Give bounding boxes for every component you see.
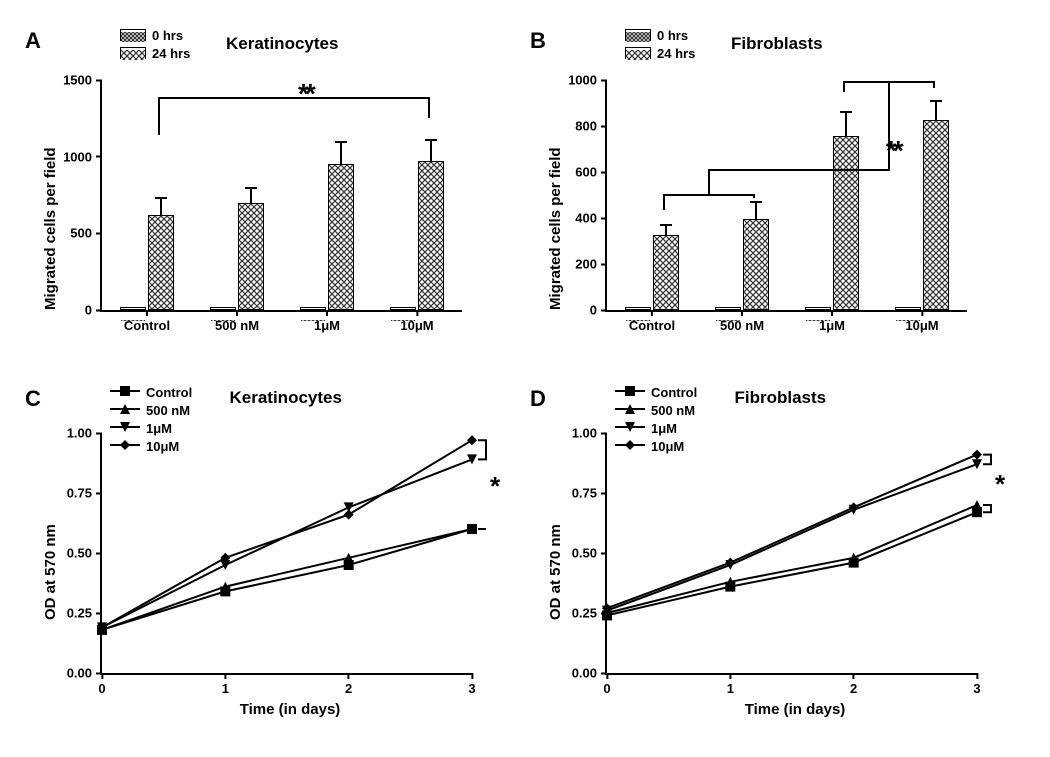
legend-label: 24 hrs <box>657 46 695 61</box>
y-tick: 1000 <box>568 73 607 88</box>
panel-C: CKeratinocytesControl500 nM1μM10μMOD at … <box>20 378 525 736</box>
y-tick: 200 <box>575 257 607 272</box>
legend-marker <box>615 402 645 419</box>
significance-bracket <box>605 433 1005 673</box>
x-tick: 1μM <box>314 310 340 333</box>
significance-bracket <box>100 433 500 673</box>
y-tick: 0.00 <box>67 666 102 681</box>
y-tick: 0.25 <box>572 606 607 621</box>
x-tick: 3 <box>468 673 475 696</box>
figure-container: A Keratinocytes 0 hrs 24 hrs Migrated cell… <box>20 20 1030 737</box>
legend-marker <box>615 384 645 401</box>
panel-title: Keratinocytes <box>230 388 342 408</box>
legend-swatch <box>625 29 651 41</box>
legend-label: 24 hrs <box>152 46 190 61</box>
x-tick: Control <box>629 310 675 333</box>
y-tick: 500 <box>70 226 102 241</box>
y-tick: 600 <box>575 165 607 180</box>
y-tick: 0.75 <box>67 486 102 501</box>
x-axis-label: Time (in days) <box>735 701 855 718</box>
x-tick: 2 <box>850 673 857 696</box>
x-tick: 10μM <box>905 310 938 333</box>
panel-title: Keratinocytes <box>226 34 338 54</box>
panel-label: C <box>25 386 41 412</box>
legend-label: Control <box>651 385 697 400</box>
significance-label: * <box>490 471 500 502</box>
significance-bracket <box>100 80 460 310</box>
x-tick: 500 nM <box>720 310 764 333</box>
legend-item: Control <box>615 383 697 401</box>
panel-title: Fibroblasts <box>735 388 827 408</box>
x-tick: 3 <box>973 673 980 696</box>
y-axis-label: Migrated cells per field <box>547 147 564 310</box>
y-axis-label: OD at 570 nm <box>42 524 59 620</box>
legend-marker <box>110 402 140 419</box>
legend-item: 500 nM <box>615 401 697 419</box>
y-tick: 0.50 <box>572 546 607 561</box>
y-tick: 800 <box>575 119 607 134</box>
legend-item: 24 hrs <box>625 44 695 62</box>
y-tick: 0.75 <box>572 486 607 501</box>
legend-swatch <box>625 47 651 59</box>
legend-swatch <box>120 47 146 59</box>
significance-label: * <box>995 469 1005 500</box>
legend-item: Control <box>110 383 192 401</box>
legend: 0 hrs 24 hrs <box>625 26 695 62</box>
legend: 0 hrs 24 hrs <box>120 26 190 62</box>
legend-swatch <box>120 29 146 41</box>
y-tick: 1500 <box>63 73 102 88</box>
panel-label: B <box>530 28 546 54</box>
y-tick: 1000 <box>63 149 102 164</box>
x-tick: 10μM <box>400 310 433 333</box>
panel-title: Fibroblasts <box>731 34 823 54</box>
x-tick: 0 <box>98 673 105 696</box>
y-axis-label: Migrated cells per field <box>42 147 59 310</box>
x-tick: 0 <box>603 673 610 696</box>
legend-item: 0 hrs <box>625 26 695 44</box>
significance-bracket <box>605 80 965 310</box>
legend-label: 0 hrs <box>152 28 183 43</box>
legend-item: 500 nM <box>110 401 192 419</box>
y-tick: 0.25 <box>67 606 102 621</box>
x-tick: 1 <box>727 673 734 696</box>
x-tick: Control <box>124 310 170 333</box>
legend-label: 500 nM <box>651 403 695 418</box>
significance-label: ** <box>298 78 312 110</box>
y-tick: 400 <box>575 211 607 226</box>
panel-D: DFibroblastsControl500 nM1μM10μMOD at 57… <box>525 378 1030 736</box>
x-tick: 2 <box>345 673 352 696</box>
y-tick: 0.00 <box>572 666 607 681</box>
legend-label: 500 nM <box>146 403 190 418</box>
legend-marker <box>110 384 140 401</box>
significance-label: ** <box>886 135 900 167</box>
y-tick: 1.00 <box>572 426 607 441</box>
x-tick: 500 nM <box>215 310 259 333</box>
legend-label: Control <box>146 385 192 400</box>
x-axis-label: Time (in days) <box>230 701 350 718</box>
y-tick: 1.00 <box>67 426 102 441</box>
panel-B: B Fibroblasts 0 hrs 24 hrs Migrated cells … <box>525 20 1030 378</box>
x-tick: 1μM <box>819 310 845 333</box>
panel-label: D <box>530 386 546 412</box>
legend-label: 0 hrs <box>657 28 688 43</box>
x-tick: 1 <box>222 673 229 696</box>
legend-item: 0 hrs <box>120 26 190 44</box>
legend-item: 24 hrs <box>120 44 190 62</box>
y-tick: 0.50 <box>67 546 102 561</box>
panel-A: A Keratinocytes 0 hrs 24 hrs Migrated cell… <box>20 20 525 378</box>
y-axis-label: OD at 570 nm <box>547 524 564 620</box>
panel-label: A <box>25 28 41 54</box>
